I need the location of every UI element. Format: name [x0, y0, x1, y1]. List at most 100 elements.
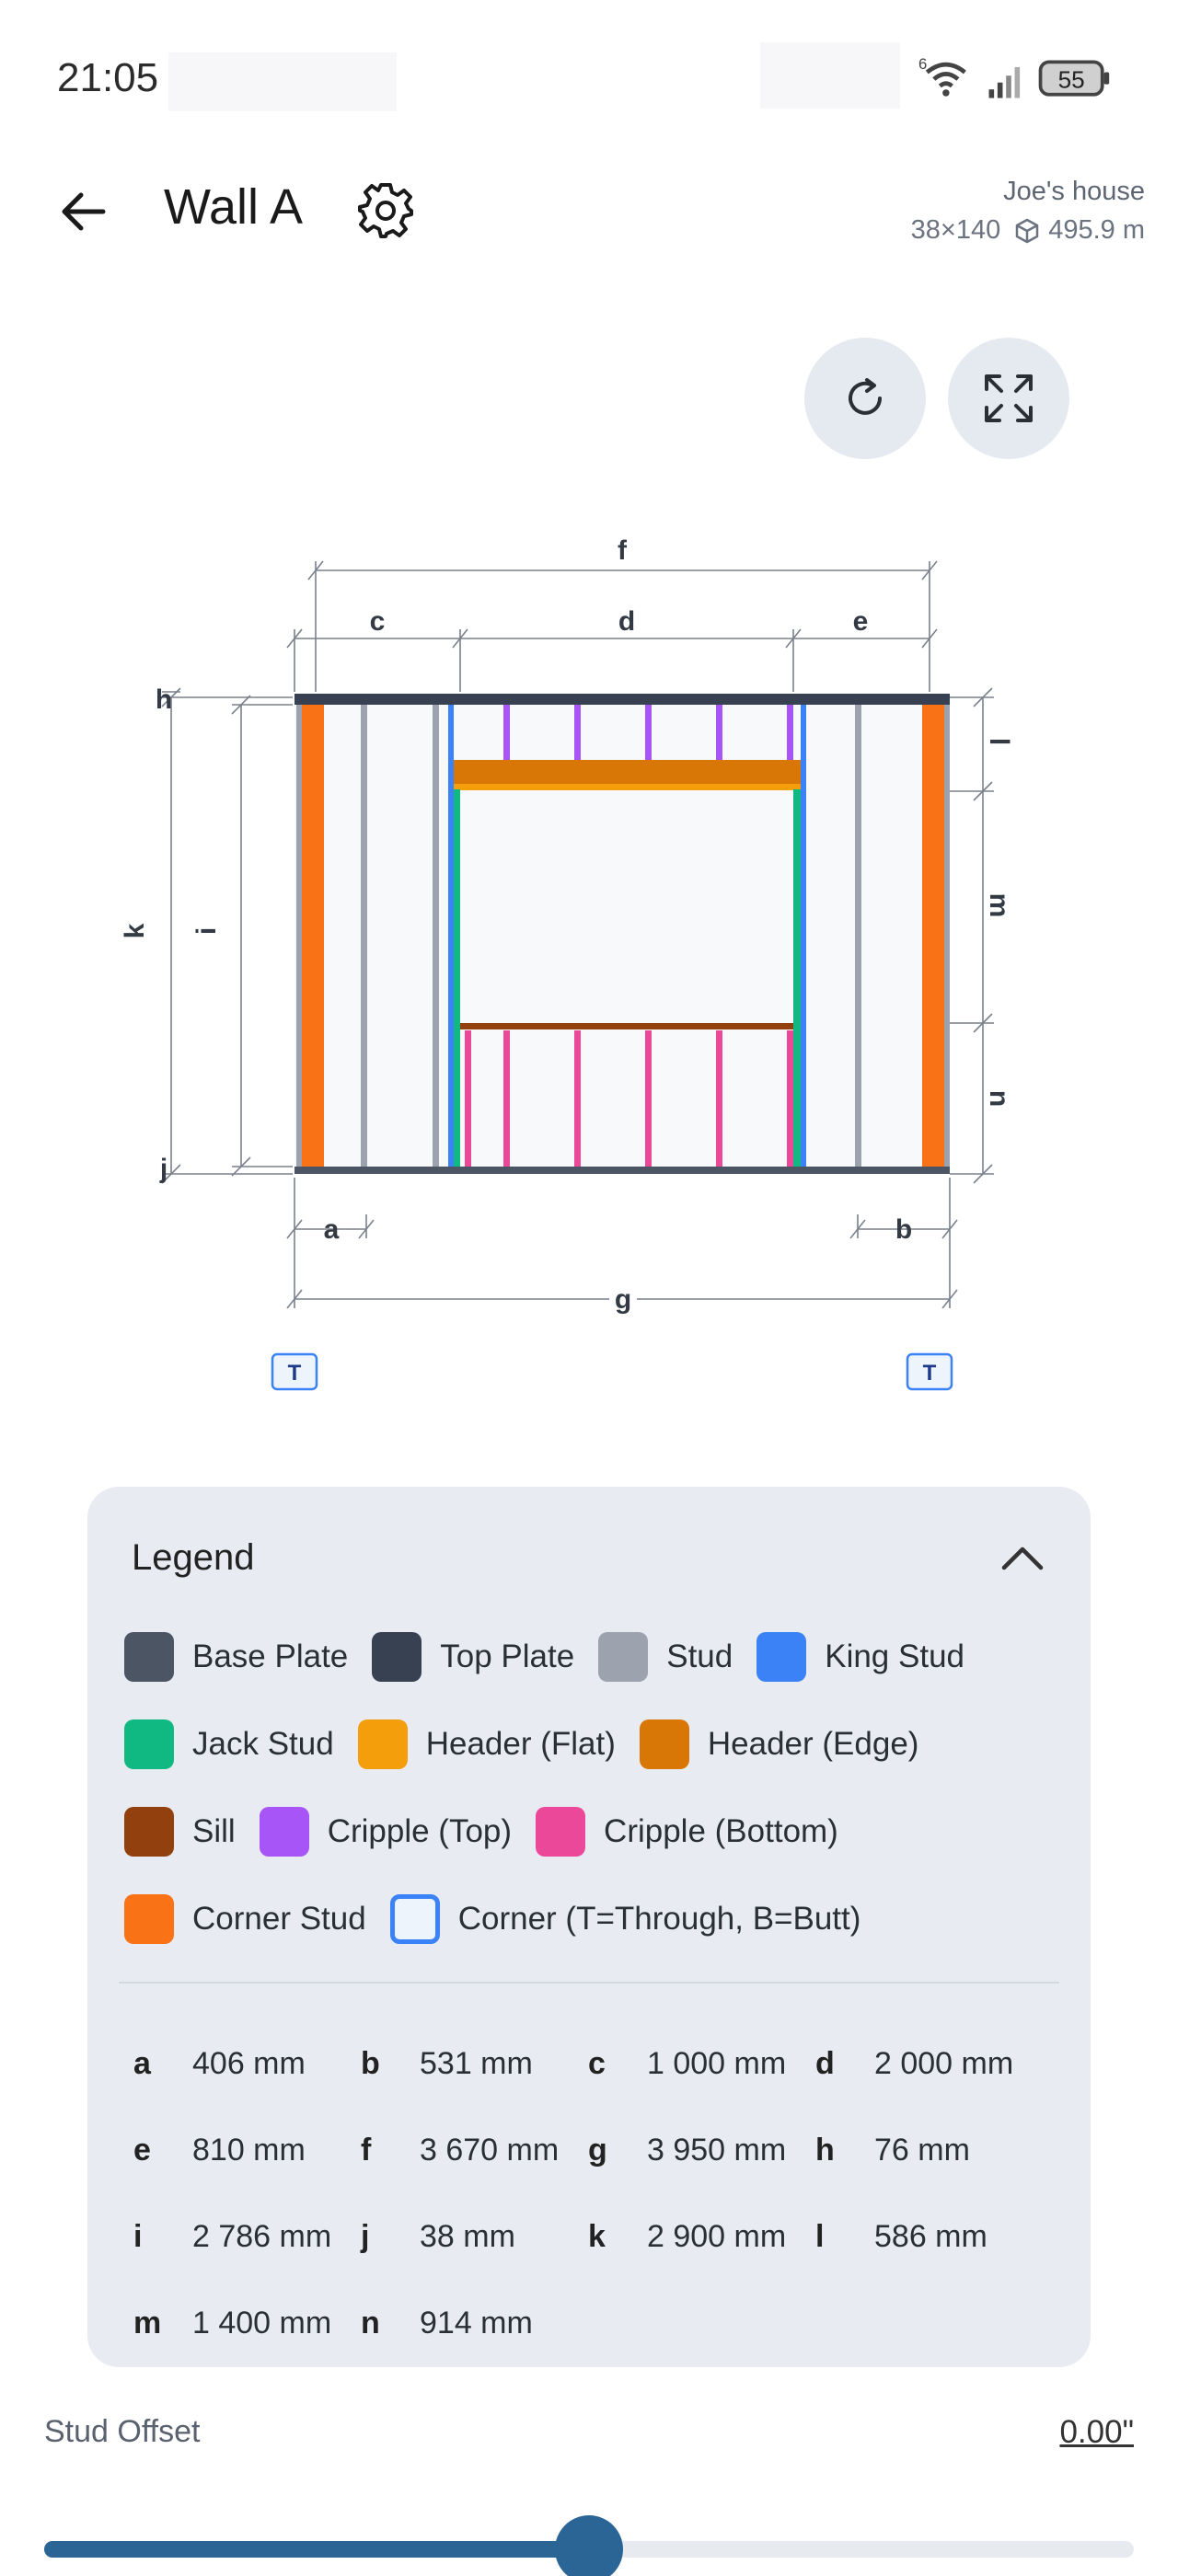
stud-offset-slider[interactable]	[44, 2515, 1134, 2576]
battery-icon: 55	[1038, 60, 1110, 97]
dim-cell-f: f 3 670 mm	[361, 2133, 588, 2168]
dim-label-l: l	[984, 738, 1014, 745]
dim-key: m	[133, 2305, 162, 2340]
legend-label: Cripple (Top)	[327, 1813, 513, 1849]
header-flat	[453, 784, 801, 790]
dim-key: e	[133, 2132, 151, 2168]
swatch-corner-stud	[124, 1894, 174, 1944]
dim-value: 2 000 mm	[874, 2045, 1014, 2081]
legend-item-top-plate: Top Plate	[372, 1632, 574, 1682]
dim-label-i: i	[191, 927, 222, 935]
stud	[361, 705, 367, 1167]
swatch-cripple-top	[259, 1807, 309, 1857]
cripple-top	[787, 705, 793, 762]
status-icons: 6 55	[918, 55, 1110, 98]
signal-icon	[988, 66, 1021, 98]
network-type-label: 6	[918, 55, 927, 73]
swatch-header-flat	[357, 1719, 408, 1769]
stud-offset-value[interactable]: 0.00"	[1059, 2414, 1134, 2450]
swatch-base-plate	[124, 1632, 174, 1682]
legend-item-corner-stud: Corner Stud	[124, 1894, 366, 1944]
refresh-icon	[849, 378, 882, 415]
dim-label-b: b	[895, 1214, 912, 1245]
dim-value: 2 900 mm	[647, 2218, 787, 2254]
volume-readout: 495.9 m	[1013, 215, 1145, 246]
dim-cell-n: n 914 mm	[361, 2306, 588, 2341]
dim-cell-a: a 406 mm	[133, 2046, 361, 2082]
legend-label: Cripple (Bottom)	[604, 1813, 838, 1849]
dim-value: 406 mm	[192, 2045, 306, 2081]
dim-row: a 406 mm b 531 mm c 1 000 mm d 2 000 mm	[133, 2020, 1063, 2107]
refresh-button[interactable]	[804, 338, 926, 459]
back-button[interactable]	[53, 182, 112, 241]
cripple-top-group	[503, 705, 793, 762]
legend-row: Sill Cripple (Top) Cripple (Bottom)	[124, 1807, 862, 1857]
dim-key: j	[361, 2218, 370, 2254]
slider-thumb[interactable]	[555, 2515, 623, 2576]
cripple-top	[716, 705, 722, 762]
dim-row: e 810 mm f 3 670 mm g 3 950 mm h 76 mm	[133, 2107, 1063, 2193]
legend-item-king-stud: King Stud	[756, 1632, 964, 1682]
king-stud	[448, 705, 454, 1167]
cripple-bottom	[465, 1030, 471, 1167]
stud-offset-label: Stud Offset	[44, 2414, 201, 2449]
swatch-stud	[598, 1632, 649, 1682]
dim-cell-d: d 2 000 mm	[815, 2046, 1043, 2082]
legend-label: Base Plate	[192, 1639, 349, 1674]
dim-value: 914 mm	[420, 2305, 533, 2340]
dim-label-g: g	[615, 1284, 631, 1315]
jack-stud	[793, 789, 801, 1167]
project-name: Joe's house	[1003, 177, 1145, 206]
wall-framing-drawing[interactable]: f c d e h j k i l m n a b g T T	[0, 497, 1178, 1398]
corner-marker-right[interactable]: T	[906, 1352, 953, 1391]
stud	[855, 705, 861, 1167]
legend-item-stud: Stud	[598, 1632, 733, 1682]
legend-label: Jack Stud	[192, 1726, 334, 1762]
corner-right-label: T	[923, 1361, 937, 1386]
legend-item-header-edge: Header (Edge)	[639, 1719, 918, 1769]
swatch-jack-stud	[124, 1719, 174, 1769]
corner-left-label: T	[288, 1361, 302, 1386]
arrow-left-icon	[62, 192, 106, 231]
status-bar: 21:05 6 55	[0, 0, 1178, 156]
status-time: 21:05	[57, 55, 159, 100]
dim-key: n	[361, 2305, 380, 2340]
cripple-top	[645, 705, 652, 762]
settings-button[interactable]	[353, 178, 418, 243]
dim-key: i	[133, 2218, 143, 2254]
dim-key: f	[361, 2132, 372, 2168]
dim-row: i 2 786 mm j 38 mm k 2 900 mm l 586 mm	[133, 2193, 1063, 2280]
legend-panel: Legend Base Plate Top Plate Stud King St…	[87, 1487, 1091, 2367]
corner-stud	[922, 705, 944, 1167]
swatch-header-edge	[639, 1719, 689, 1769]
swatch-cripple-bottom	[536, 1807, 586, 1857]
dim-value: 1 000 mm	[647, 2045, 787, 2081]
dim-key: l	[815, 2218, 825, 2254]
legend-label: Sill	[192, 1813, 236, 1849]
legend-label: Stud	[666, 1639, 733, 1674]
legend-label: Corner (T=Through, B=Butt)	[457, 1901, 861, 1937]
base-plate	[294, 1167, 950, 1174]
corner-marker-left[interactable]: T	[271, 1352, 318, 1391]
slider-fill	[44, 2541, 589, 2558]
chevron-up-icon	[1001, 1547, 1044, 1570]
legend-collapse-button[interactable]	[999, 1536, 1046, 1579]
dim-key: d	[815, 2045, 835, 2081]
legend-label: King Stud	[825, 1639, 964, 1674]
dim-label-e: e	[853, 606, 869, 637]
dim-value: 586 mm	[874, 2218, 987, 2254]
legend-item-header-flat: Header (Flat)	[357, 1719, 616, 1769]
header-edge	[453, 760, 801, 788]
swatch-king-stud	[756, 1632, 807, 1682]
dimension-lines	[161, 560, 994, 1309]
dim-value: 531 mm	[420, 2045, 533, 2081]
dimension-values: a 406 mm b 531 mm c 1 000 mm d 2 000 mm e 810…	[133, 2020, 1063, 2366]
dim-cell-e: e 810 mm	[133, 2133, 361, 2168]
dim-cell-c: c 1 000 mm	[588, 2046, 815, 2082]
fullscreen-button[interactable]	[948, 338, 1069, 459]
cripple-top	[503, 705, 510, 762]
lumber-size: 38×140	[910, 215, 1001, 245]
cripple-bottom	[645, 1030, 652, 1167]
swatch-top-plate	[372, 1632, 422, 1682]
legend-item-cripple-bottom: Cripple (Bottom)	[536, 1807, 838, 1857]
